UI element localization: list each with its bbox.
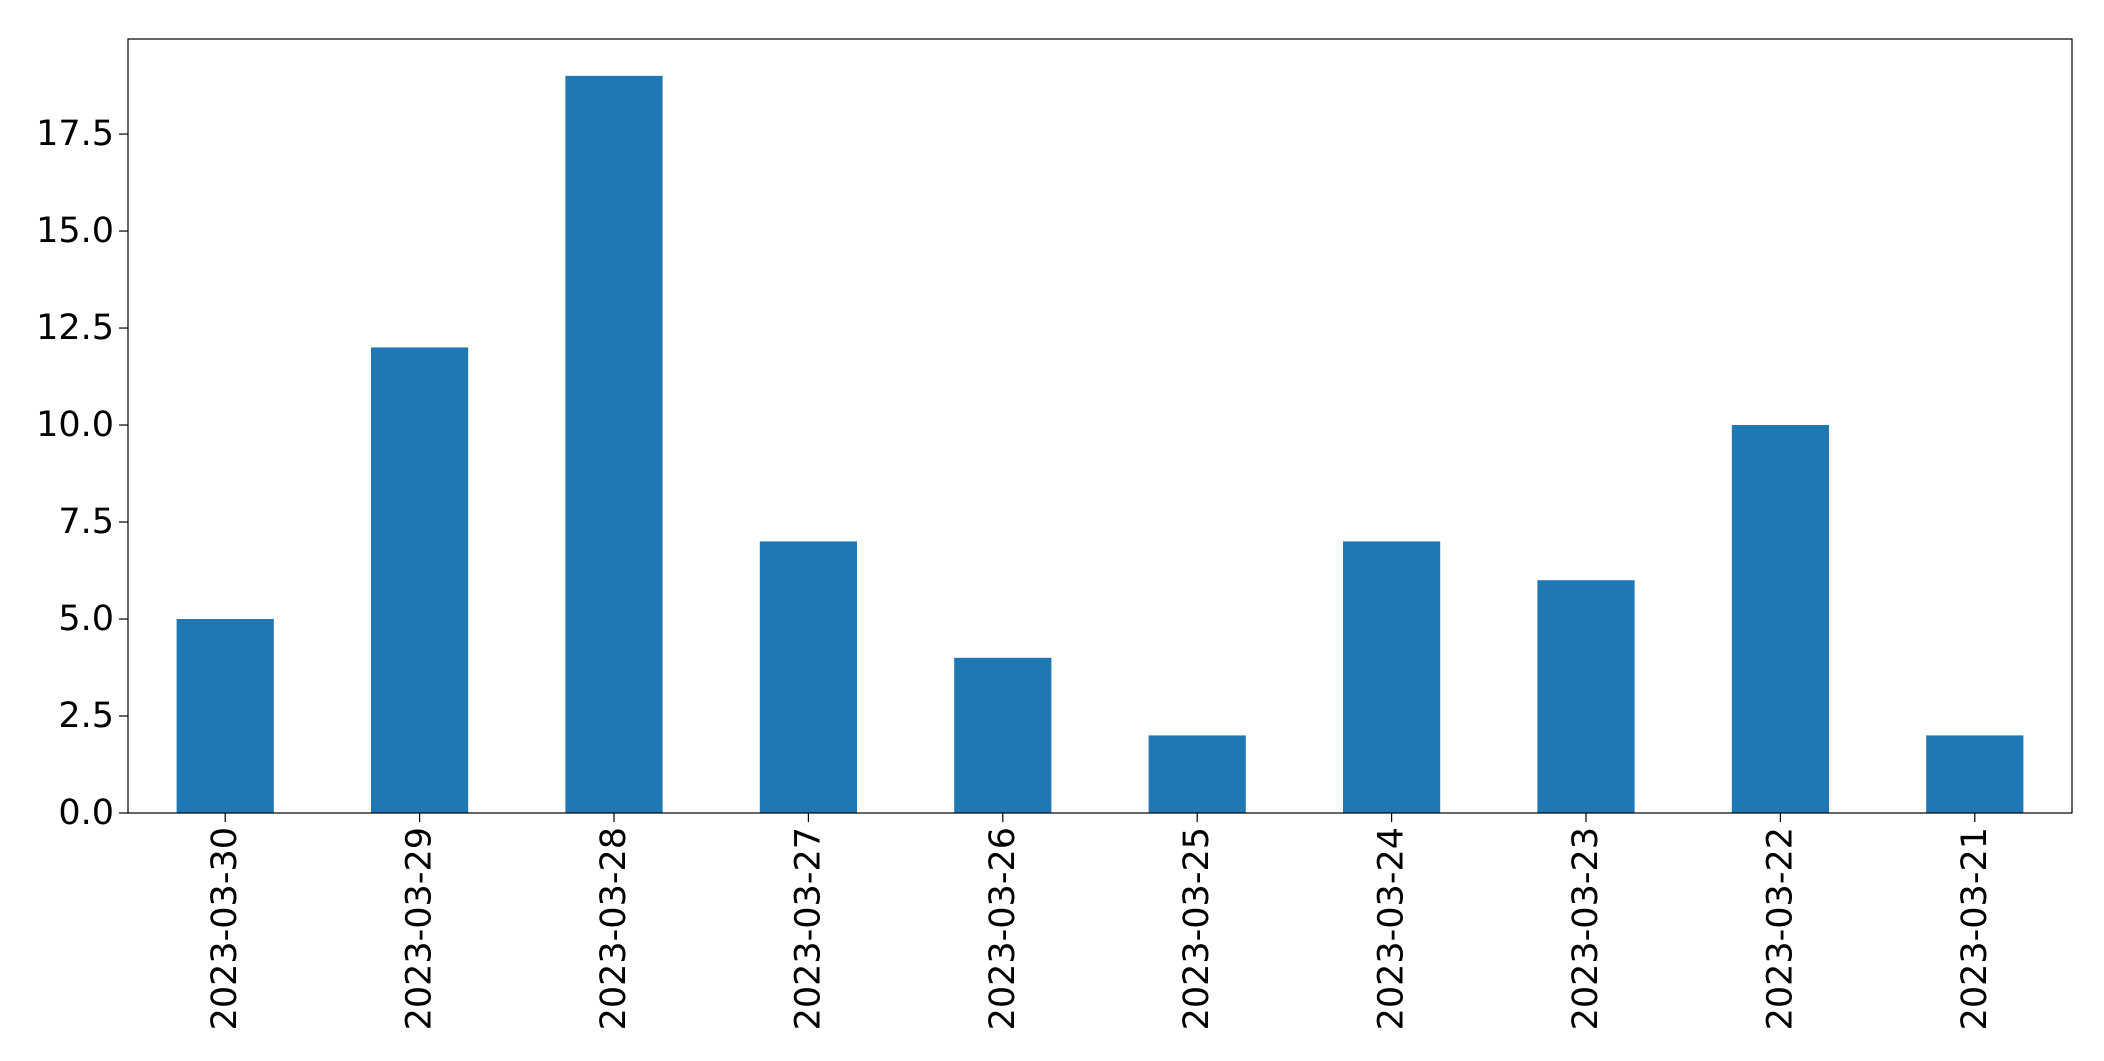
x-tick-label: 2023-03-22: [1760, 827, 1800, 1030]
bar-2023-03-22: [1731, 425, 1829, 813]
y-tick-label: 12.5: [36, 308, 114, 348]
x-tick-label: 2023-03-21: [1955, 827, 1995, 1030]
x-tick-label: 2023-03-30: [205, 827, 245, 1030]
x-tick-label: 2023-03-26: [983, 827, 1023, 1030]
y-tick-label: 10.0: [36, 405, 114, 445]
x-tick-label: 2023-03-27: [788, 827, 828, 1030]
bar-2023-03-21: [1926, 735, 2024, 813]
bar-2023-03-30: [176, 619, 274, 813]
y-tick-label: 17.5: [36, 114, 114, 154]
y-tick-label: 2.5: [58, 696, 114, 736]
bar-2023-03-24: [1343, 541, 1441, 813]
bars-group: [176, 75, 2024, 814]
bar-2023-03-27: [759, 541, 857, 813]
bar-2023-03-26: [954, 657, 1052, 813]
bar-2023-03-23: [1537, 580, 1635, 813]
bar-2023-03-28: [565, 75, 663, 814]
x-tick-label: 2023-03-29: [400, 827, 440, 1030]
y-tick-label: 0.0: [58, 793, 114, 833]
y-tick-label: 5.0: [58, 599, 114, 639]
x-tick-label: 2023-03-23: [1566, 827, 1606, 1030]
y-tick-label: 7.5: [58, 502, 114, 542]
bar-2023-03-25: [1148, 735, 1246, 813]
x-tick-label: 2023-03-28: [594, 827, 634, 1030]
y-axis: 0.0 2.5 5.0 7.5 10.0 12.5 15.0 17.5: [36, 114, 128, 833]
bar-2023-03-29: [371, 347, 469, 813]
y-tick-label: 15.0: [36, 211, 114, 251]
x-tick-label: 2023-03-25: [1177, 827, 1217, 1030]
x-axis: 2023-03-30 2023-03-29 2023-03-28 2023-03-27…: [205, 813, 1995, 1030]
x-tick-label: 2023-03-24: [1372, 827, 1412, 1030]
plot-area-frame: [127, 38, 2073, 814]
